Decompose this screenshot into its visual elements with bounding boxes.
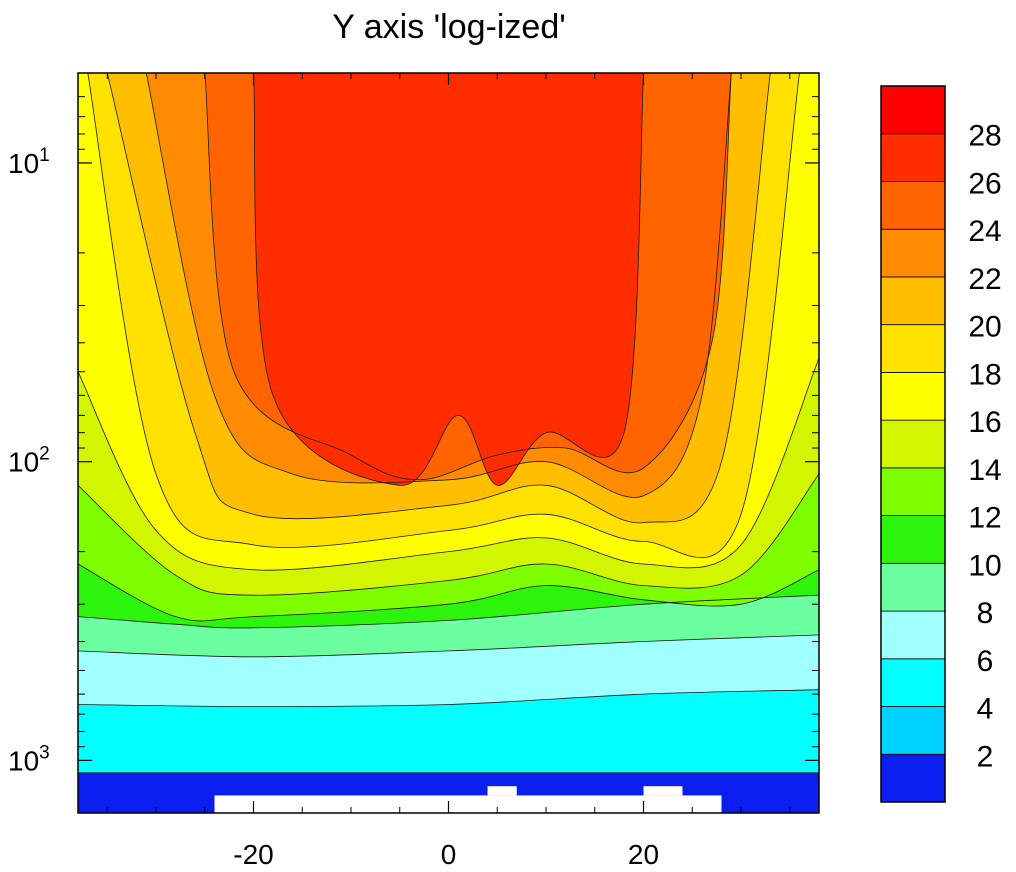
colorbar-swatch [880, 467, 946, 517]
contour-line-20 [106, 73, 771, 524]
colorbar-label: 26 [968, 167, 1001, 200]
contour-line-18 [87, 73, 800, 559]
contour-line-22 [145, 73, 732, 498]
colorbar-swatch [880, 324, 946, 373]
colorbar-label: 14 [968, 454, 1001, 487]
colorbar-swatch [880, 85, 946, 135]
y-tick-label: 103 [8, 742, 50, 776]
x-tick-label: 20 [628, 839, 659, 870]
contour-line-12 [78, 563, 819, 622]
chart-title: Y axis 'log-ized' [332, 8, 565, 46]
colorbar-label: 8 [977, 597, 994, 630]
x-tick-label: -20 [233, 839, 273, 870]
colorbar-swatch [880, 228, 946, 278]
contour-line-10 [78, 594, 819, 629]
colorbar-swatch [880, 562, 946, 612]
colorbar-swatch [880, 181, 946, 230]
contour-line-14 [78, 473, 819, 596]
colorbar-label: 20 [968, 311, 1001, 344]
axes: -20 0 20 101 102 103 [8, 72, 819, 870]
colorbar-swatch [880, 276, 946, 326]
colorbar-label: 2 [977, 740, 994, 773]
contour-line-24 [204, 73, 732, 481]
colorbar-swatch [880, 371, 946, 421]
colorbar-label: 24 [968, 215, 1001, 248]
colorbar-label: 10 [968, 549, 1001, 582]
contour-line-8 [78, 634, 819, 658]
colorbar-frame [880, 85, 946, 803]
colorbar-label: 18 [968, 358, 1001, 391]
contour-fills [78, 73, 819, 813]
colorbar-swatch [880, 419, 946, 469]
contour-line-16 [78, 357, 819, 571]
missing-data-region-3 [643, 786, 683, 796]
colorbar-swatch [880, 515, 946, 564]
colorbar-label: 6 [977, 645, 994, 678]
missing-data-region-2 [487, 786, 517, 796]
colorbar-swatch [880, 133, 946, 182]
x-tick-label: 0 [441, 839, 457, 870]
missing-data-region-1 [214, 795, 722, 813]
contour-lines [78, 73, 819, 774]
contour-line-26 [253, 73, 644, 486]
colorbar-swatch [880, 610, 946, 660]
plot-area [78, 73, 819, 813]
colorbar-label: 16 [968, 406, 1001, 439]
colorbar-swatch [880, 658, 946, 707]
y-tick-label: 101 [8, 145, 50, 179]
colorbar-label: 22 [968, 263, 1001, 296]
contour-band-above-26 [253, 73, 644, 486]
colorbar-swatch [880, 706, 946, 755]
colorbar-label: 4 [977, 693, 994, 726]
colorbar-label: 28 [968, 120, 1001, 153]
colorbar-label: 12 [968, 502, 1001, 535]
colorbar-swatch [880, 753, 946, 803]
contour-line-6 [78, 689, 819, 707]
y-tick-label: 102 [8, 444, 50, 478]
